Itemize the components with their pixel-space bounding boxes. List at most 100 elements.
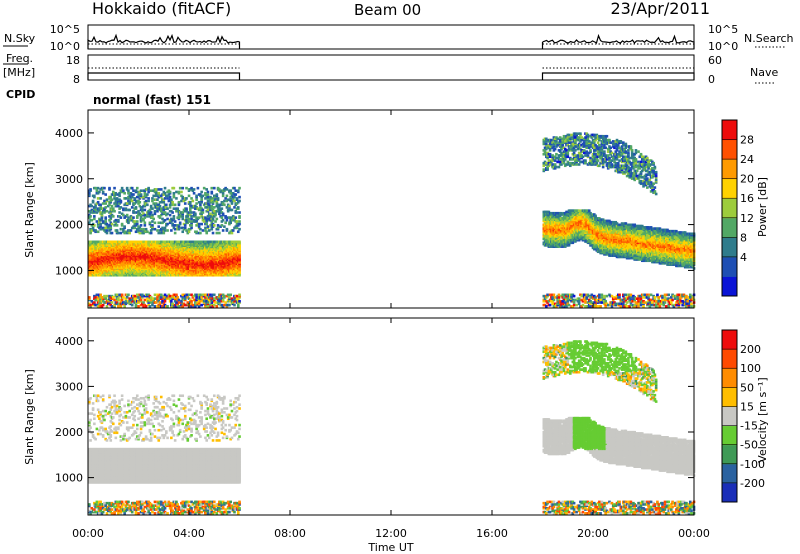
power-cell — [105, 198, 109, 201]
power-cell — [105, 222, 109, 226]
power-cell — [210, 190, 214, 194]
power-cell — [185, 197, 188, 200]
power-cell — [225, 206, 229, 209]
power-cell — [170, 299, 173, 303]
power-cell — [187, 194, 191, 198]
power-cell — [545, 305, 548, 308]
power-cell — [206, 195, 210, 199]
power-cell — [235, 197, 239, 200]
power-cell — [124, 197, 128, 200]
power-cell — [543, 150, 547, 153]
power-cell — [235, 220, 239, 223]
power-cell — [142, 218, 145, 222]
power-cell — [90, 299, 94, 303]
power-cell — [94, 186, 97, 190]
power-cell — [141, 293, 144, 297]
power-cell — [238, 211, 241, 214]
power-cell — [162, 200, 166, 204]
power-cell — [135, 220, 139, 223]
power-cell — [163, 229, 167, 232]
power-cell — [238, 199, 241, 203]
power-cell — [130, 186, 134, 190]
power-cell — [216, 197, 220, 200]
power-cell — [157, 188, 161, 191]
power-cell — [134, 189, 138, 192]
power-cell — [99, 227, 102, 231]
power-cell — [133, 294, 137, 298]
power-cell — [157, 225, 161, 228]
power-cell — [154, 301, 158, 304]
power-cell — [94, 208, 97, 212]
power-cell — [181, 215, 185, 218]
power-cell — [105, 294, 109, 298]
power-cell — [93, 215, 96, 218]
power-cell — [146, 193, 149, 196]
power-cell — [230, 200, 234, 204]
power-cell — [89, 303, 92, 307]
power-cell — [166, 229, 169, 232]
power-cell — [117, 297, 120, 300]
power-cell — [238, 227, 241, 231]
power-cell — [157, 221, 161, 225]
power-cell — [149, 301, 153, 304]
power-cell — [195, 202, 198, 205]
power-cell — [148, 208, 152, 212]
power-cell — [234, 216, 238, 219]
power-cell — [90, 218, 94, 222]
power-cell — [225, 218, 229, 222]
power-cell — [548, 163, 552, 166]
power-cell — [114, 218, 118, 222]
power-cell — [231, 229, 235, 232]
power-cell — [181, 217, 185, 221]
power-cell — [146, 297, 149, 300]
power-cell — [158, 204, 162, 208]
power-cell — [173, 203, 177, 207]
power-cell — [144, 227, 148, 231]
nsky-label: N.Sky — [4, 32, 36, 45]
power-cell — [151, 303, 154, 307]
power-cell — [181, 211, 185, 214]
power-cell — [168, 206, 172, 209]
power-cell — [115, 229, 119, 232]
power-cell — [133, 220, 137, 223]
power-cell — [206, 199, 210, 203]
power-cell — [168, 203, 172, 207]
power-cell — [199, 299, 202, 303]
power-cell — [108, 203, 111, 207]
power-cell — [209, 212, 212, 216]
power-cell — [230, 208, 234, 212]
power-cell — [143, 221, 147, 225]
power-cell — [148, 305, 152, 308]
power-cell — [143, 213, 147, 217]
power-cell — [180, 190, 183, 194]
power-cell — [139, 224, 143, 227]
power-cell — [118, 191, 121, 195]
power-cell — [229, 293, 232, 297]
freq-line — [541, 72, 695, 80]
power-cell — [221, 194, 225, 198]
power-cell — [183, 297, 187, 300]
power-cell — [156, 229, 159, 232]
power-cell — [166, 212, 169, 216]
power-cell — [138, 200, 142, 204]
power-cell — [133, 197, 137, 200]
power-cell — [177, 190, 181, 194]
power-cell — [153, 227, 157, 231]
power-cell — [135, 195, 139, 199]
power-cell — [127, 293, 130, 297]
power-cell — [120, 298, 124, 302]
power-cell — [233, 206, 236, 209]
power-cell — [205, 230, 209, 234]
power-cell — [233, 303, 236, 307]
power-cell — [125, 213, 129, 217]
power-cell — [149, 189, 153, 192]
power-cell — [105, 305, 109, 308]
power-cell — [123, 225, 126, 228]
power-cell — [115, 224, 119, 227]
freq-line — [87, 72, 241, 80]
power-cell — [119, 216, 123, 219]
power-cell — [238, 222, 241, 226]
power-cell — [204, 226, 207, 230]
